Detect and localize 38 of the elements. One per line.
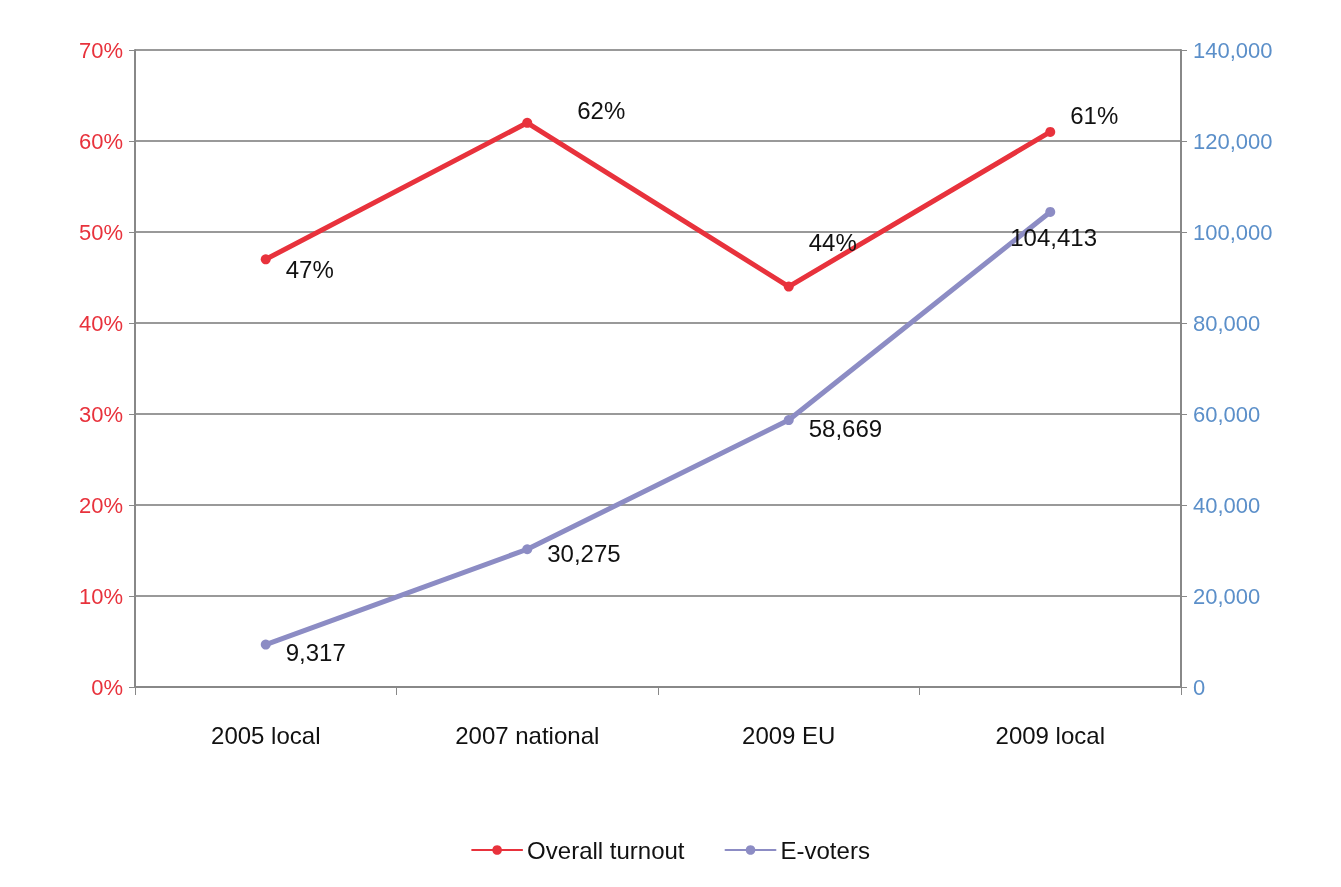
point [783,281,794,292]
y-tick-label: 40% [78,310,123,336]
y-tick-label: 70% [78,37,123,63]
data-label: 58,669 [808,414,883,442]
y-tick-label: 20% [78,492,123,518]
y-tick-label: 0% [91,674,123,700]
data-label: 61% [1070,102,1119,130]
y2-tick-label: 140,000 [1193,37,1273,63]
point [260,639,271,650]
y-tick-label: 50% [78,219,123,245]
y2-tick-label: 80,000 [1193,310,1261,336]
point [783,415,794,426]
point [1045,206,1056,217]
point [260,254,271,265]
x-tick-label: 2009 EU [742,721,836,749]
data-label: 104,413 [1010,224,1098,252]
legend-label: E-voters [780,836,870,864]
y2-tick-label: 100,000 [1193,219,1273,245]
data-label: 47% [285,255,334,283]
y-tick-label: 30% [78,401,123,427]
point [1045,126,1056,137]
y2-tick-label: 60,000 [1193,401,1261,427]
x-tick-label: 2007 national [455,721,600,749]
y2-tick-label: 0 [1193,674,1206,700]
data-label: 44% [808,229,857,257]
y2-tick-label: 20,000 [1193,583,1261,609]
point [522,117,533,128]
y2-tick-label: 40,000 [1193,492,1261,518]
y2-tick-label: 120,000 [1193,128,1273,154]
y-tick-label: 60% [78,128,123,154]
x-tick-label: 2009 local [995,721,1105,749]
x-tick-label: 2005 local [211,721,321,749]
data-label: 9,317 [285,639,346,667]
data-label: 30,275 [547,539,621,567]
legend-label: Overall turnout [527,836,685,864]
data-label: 62% [577,97,626,125]
point [522,544,533,555]
y-tick-label: 10% [78,583,123,609]
